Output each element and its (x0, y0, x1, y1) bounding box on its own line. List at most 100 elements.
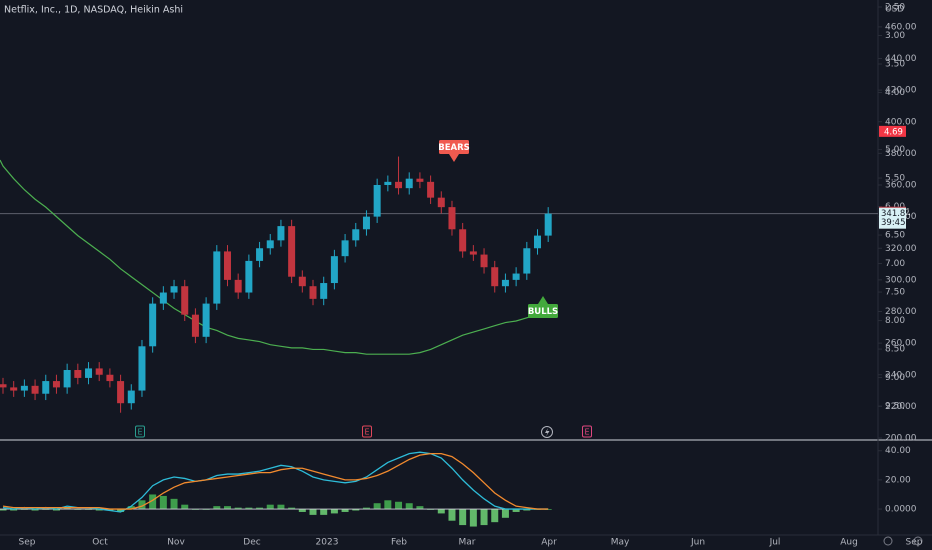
candle-body (74, 370, 82, 378)
annotation: BULLS (528, 296, 558, 318)
candle (427, 175, 435, 204)
y2-tick-label: 7.00 (885, 259, 905, 269)
event-marker (135, 425, 145, 438)
histogram-bar (256, 507, 264, 510)
candle-body (373, 185, 381, 217)
candle-body (266, 240, 274, 249)
histogram-bar (159, 495, 167, 510)
x-tick-label: 2023 (316, 538, 339, 548)
histogram-bar (362, 507, 370, 510)
histogram-bar (170, 498, 178, 510)
candle (149, 297, 157, 353)
annotation-arrow (538, 296, 548, 304)
y2-tick-label: 7.50 (885, 288, 905, 298)
candle (127, 384, 135, 410)
y-tick-label: 420.00 (885, 86, 917, 96)
candle (501, 273, 509, 293)
y-tick-label: 240.00 (885, 370, 917, 380)
candle-body (330, 256, 338, 284)
candle (288, 219, 296, 284)
histogram-bar (288, 507, 296, 510)
candle (448, 200, 456, 236)
candle-body (448, 207, 456, 230)
macd-line (2, 453, 549, 510)
histogram-bar (469, 509, 477, 527)
candle (63, 363, 71, 394)
candle-body (384, 181, 392, 186)
last-price-badge (879, 207, 906, 229)
annotation-box (528, 304, 558, 318)
candle (191, 308, 199, 344)
histogram-bar (341, 509, 349, 512)
histogram-bar (373, 503, 381, 510)
candle (309, 279, 317, 306)
event-label: E (584, 428, 589, 437)
event-marker (362, 425, 372, 438)
histogram-bar (501, 509, 509, 518)
countdown-label: 39:45 (881, 218, 906, 228)
y2-tick-label: 5.00 (885, 145, 905, 155)
settings-icons[interactable] (883, 536, 923, 546)
y2-badge-label: 4.69 (884, 127, 903, 137)
candle (437, 191, 445, 214)
candle (373, 178, 381, 223)
candle (202, 297, 210, 344)
histogram-bar (0, 509, 7, 511)
annotation-arrow (449, 154, 459, 162)
candle-body (159, 292, 167, 304)
candle-body (149, 303, 157, 347)
candle-body (95, 368, 103, 375)
candle (245, 254, 253, 299)
candle (52, 374, 60, 394)
x-tick-label: Nov (167, 538, 185, 548)
candle (266, 234, 274, 255)
y-tick-label: 320.00 (885, 244, 917, 254)
candle (277, 219, 285, 247)
candle-body (256, 248, 264, 261)
histogram-bar (395, 501, 403, 510)
histogram-bar (31, 509, 39, 511)
histogram-bar (234, 507, 242, 510)
candle (234, 273, 242, 299)
candle (74, 363, 82, 385)
y-tick-label: 400.00 (885, 117, 917, 127)
candle-body (234, 279, 242, 293)
histogram-bar (223, 506, 231, 510)
candle (95, 362, 103, 382)
y-tick-label: 220.00 (885, 402, 917, 412)
y-tick-label: 280.00 (885, 307, 917, 317)
candle (480, 248, 488, 274)
candle (534, 229, 541, 255)
histogram-bar (320, 509, 328, 515)
x-tick-label: Jun (690, 538, 705, 548)
histogram-bar (491, 509, 499, 523)
x-tick-label: Dec (243, 538, 260, 548)
histogram-bar (213, 506, 221, 510)
candle (362, 210, 370, 236)
candle-body (127, 390, 135, 404)
histogram-bar (330, 509, 338, 514)
candle-body (202, 303, 210, 337)
y2-tick-label: 8.50 (885, 345, 905, 355)
moving-average (0, 159, 549, 355)
y2-tick-label: 8.00 (885, 316, 905, 326)
event-marker (582, 425, 592, 438)
candle (42, 374, 50, 401)
candle-body (138, 346, 146, 391)
histogram-bar (523, 509, 531, 511)
candle-body (106, 374, 114, 382)
annotation-label: BULLS (528, 307, 558, 317)
x-tick-label: Sep (906, 538, 923, 548)
candle (544, 207, 552, 242)
candle-body (277, 226, 285, 241)
candle (523, 241, 531, 280)
candle (181, 279, 189, 321)
candle-body (213, 251, 221, 304)
y2-tick-label: 9.50 (885, 402, 905, 412)
y-tick-label: 200.00 (885, 434, 917, 444)
y-tick-label: 460.00 (885, 22, 917, 32)
candle (31, 379, 39, 401)
candle (384, 175, 392, 192)
candle (213, 245, 221, 310)
